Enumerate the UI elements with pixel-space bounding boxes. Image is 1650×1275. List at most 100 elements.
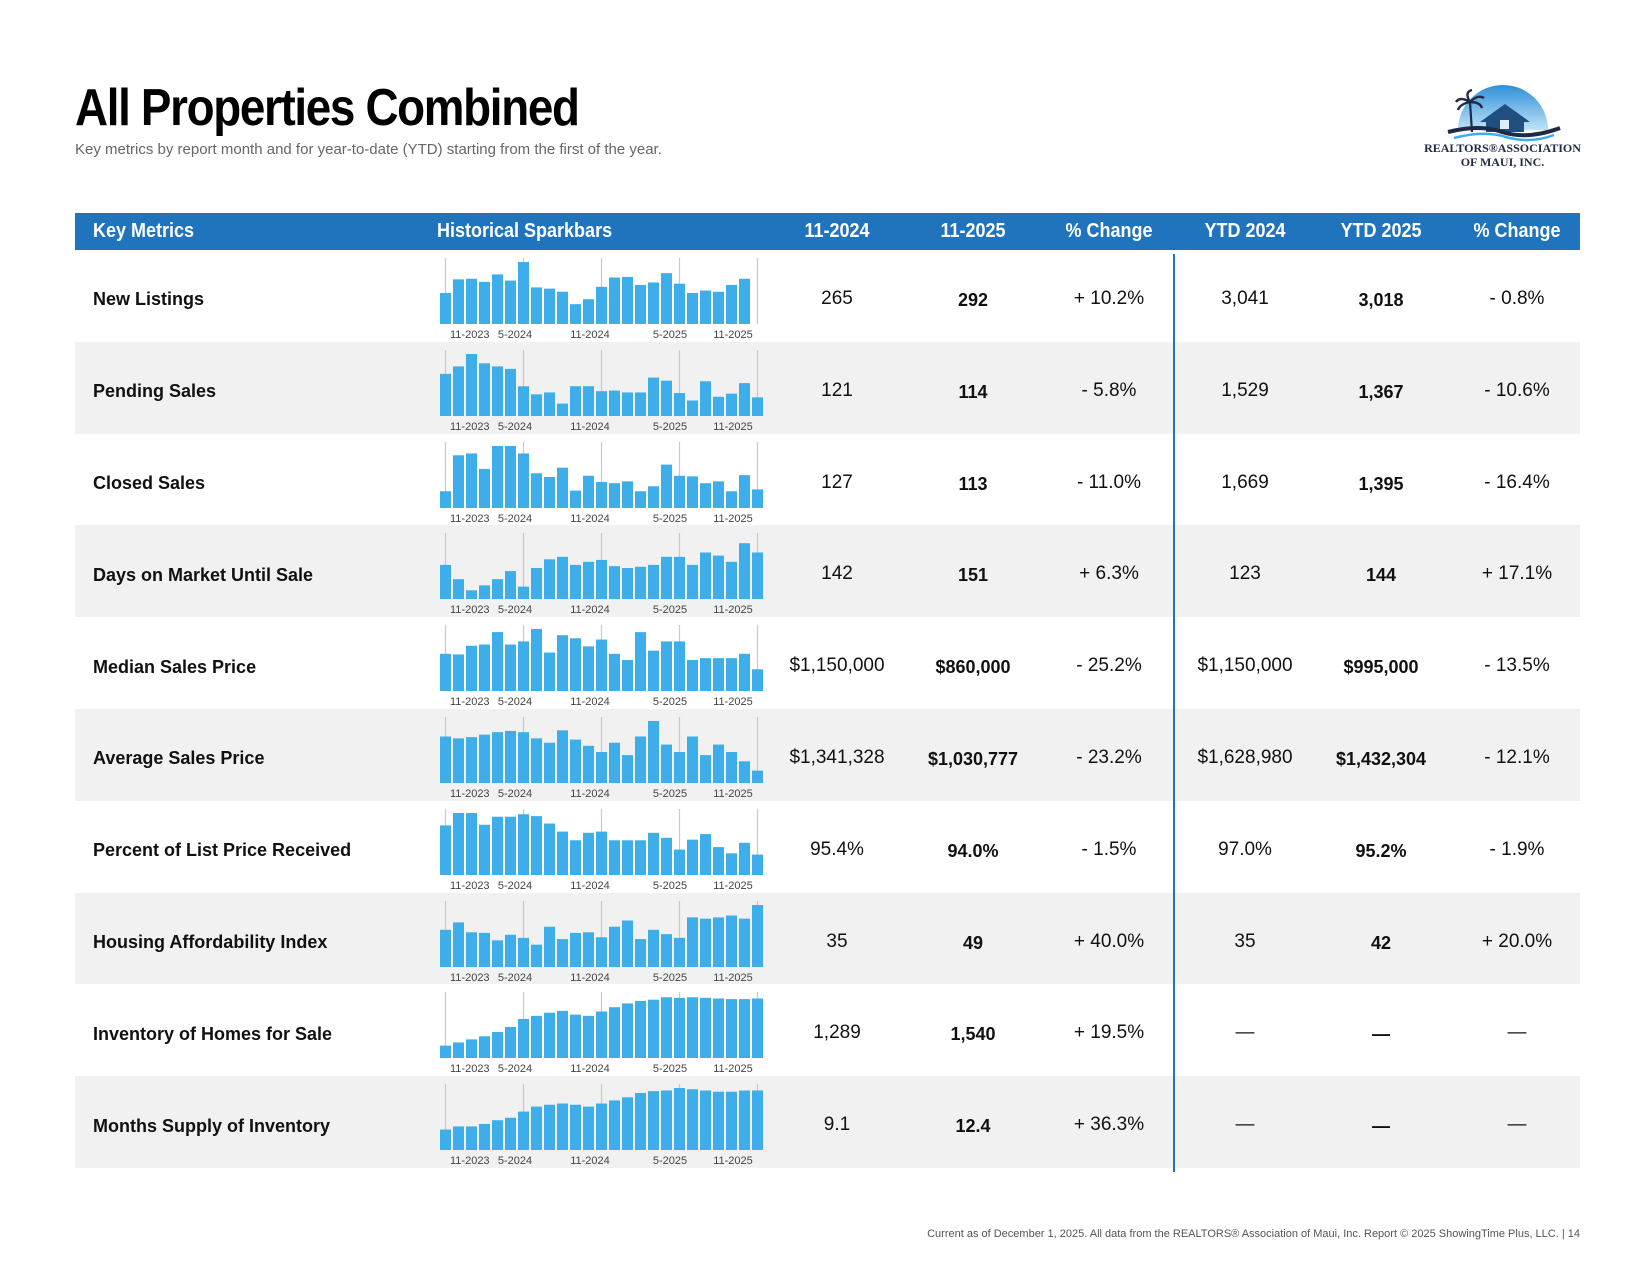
header-ytd-2025: YTD 2025: [1340, 220, 1422, 242]
sparkbar-bar: [713, 291, 724, 324]
sparkbar-bar: [752, 854, 763, 875]
sparkbar-bar: [505, 730, 516, 783]
sparkbar-axis-label: 11-2023: [450, 329, 490, 341]
sparkbar-axis-label: 11-2023: [450, 604, 490, 616]
sparkbar-bar: [674, 283, 685, 324]
sparkbar-bar: [713, 396, 724, 416]
sparkbar-bar: [726, 393, 737, 416]
sparkbar-bar: [609, 926, 620, 967]
sparkbar-bar: [635, 632, 646, 692]
sparkbar-bar: [661, 380, 672, 416]
cell-ytd-change: - 0.8%: [1489, 288, 1545, 309]
sparkbar-bar: [648, 832, 659, 875]
sparkbar-bar: [596, 936, 607, 967]
sparkbar-bar: [518, 1019, 529, 1059]
sparkbar-bar: [531, 629, 542, 692]
sparkbar-bar: [453, 366, 464, 416]
sparkbar-bar: [674, 392, 685, 416]
sparkbar-bar: [700, 658, 711, 692]
sparkbar-bar: [609, 566, 620, 600]
sparkbar-bar: [583, 1106, 594, 1151]
sparkbar-bar: [687, 565, 698, 600]
sparkbar-bar: [583, 832, 594, 875]
sparkbar-axis-label: 5-2025: [653, 696, 687, 708]
sparkbar-bar: [544, 559, 555, 600]
sparkbar-axis-label: 11-2025: [713, 421, 753, 433]
sparkbar-bar: [518, 262, 529, 324]
sparkbar-bar: [479, 468, 490, 508]
sparkbar-bar: [661, 837, 672, 875]
sparkbar-axis-label: 11-2023: [450, 421, 490, 433]
cell-month-2024: 1,289: [813, 1022, 861, 1044]
cell-month-change: + 6.3%: [1079, 563, 1139, 585]
cell-ytd-change: - 1.9%: [1489, 838, 1545, 860]
sparkbar-bar: [505, 934, 516, 967]
sparkbar-bar: [609, 653, 620, 692]
sparkbar-bar: [661, 933, 672, 967]
sparkbar-bar: [492, 274, 503, 324]
sparkbar-axis-label: 11-2024: [570, 604, 610, 616]
cell-ytd-2025: $1,432,304: [1335, 748, 1427, 769]
cell-ytd-2024: —: [1235, 1022, 1255, 1044]
cell-ytd-2024: 3,041: [1221, 288, 1269, 309]
key-metrics-table: Key Metrics Historical Sparkbars 11-2024…: [75, 213, 1580, 1168]
cell-month-change: - 5.8%: [1081, 379, 1137, 401]
sparkbar-bar: [622, 276, 633, 324]
sparkbar-axis-label: 5-2025: [653, 1063, 687, 1075]
sparkbar-bar: [726, 915, 737, 967]
sparkbar-bar: [518, 641, 529, 692]
sparkbar-bar: [661, 464, 672, 508]
sparkbar-bar: [492, 1120, 503, 1151]
sparkbar-bar: [674, 849, 685, 875]
sparkbar-bar: [544, 392, 555, 416]
cell-month-change: + 40.0%: [1073, 930, 1145, 952]
sparkbar-bar: [583, 475, 594, 508]
cell-month-2025: 113: [958, 473, 988, 494]
sparkbar-bar: [492, 939, 503, 967]
sparkbar-bar: [557, 1103, 568, 1151]
sparkbar-bar: [661, 1090, 672, 1151]
sparkbar-bar: [596, 751, 607, 783]
sparkbar-bar: [700, 381, 711, 416]
sparkbar-bar: [622, 568, 633, 600]
sparkbar-chart: 11-2023 5-2024 11-2024 5-2025 11-2025: [440, 625, 763, 708]
sparkbar-bar: [687, 400, 698, 416]
sparkbar-bar: [531, 394, 542, 416]
sparkbar-axis-label: 11-2025: [713, 604, 753, 616]
cell-ytd-change: - 13.5%: [1484, 655, 1550, 677]
sparkbar-bar: [726, 490, 737, 508]
table-row: Inventory of Homes for Sale 11-2023 5-2024…: [75, 984, 1580, 1076]
sparkbar-bar: [505, 280, 516, 324]
sparkbar-bar: [609, 742, 620, 783]
sparkbar-bar: [739, 761, 750, 783]
sparkbar-bar: [635, 567, 646, 600]
sparkbar-axis-label: 11-2024: [570, 788, 610, 800]
sparkbar-axis-label: 5-2024: [498, 696, 532, 708]
sparkbar-bar: [596, 286, 607, 324]
sparkbar-axis-label: 5-2024: [498, 972, 532, 984]
sparkbar-bar: [518, 814, 529, 875]
sparkbar-bar: [479, 824, 490, 875]
header-ytd-change: % Change: [1473, 220, 1561, 242]
sparkbar-axis-label: 11-2025: [713, 696, 753, 708]
sparkbar-bar: [648, 650, 659, 692]
cell-ytd-2025: 95.2%: [1355, 840, 1407, 861]
cell-month-change: - 1.5%: [1081, 838, 1137, 860]
sparkbar-bar: [531, 944, 542, 967]
sparkbar-bar: [453, 654, 464, 692]
sparkbar-axis-label: 11-2023: [450, 1063, 490, 1075]
sparkbar-bar: [557, 938, 568, 967]
sparkbar-bar: [466, 812, 477, 875]
sparkbar-chart: 11-2023 5-2024 11-2024 5-2025 11-2025: [440, 716, 763, 800]
sparkbar-bar: [479, 1124, 490, 1151]
sparkbar-bar: [505, 1027, 516, 1059]
cell-ytd-change: - 10.6%: [1484, 379, 1550, 401]
sparkbar-bar: [479, 932, 490, 967]
sparkbar-bar: [505, 445, 516, 508]
sparkbar-bar: [531, 815, 542, 875]
sparkbar-bar: [557, 403, 568, 416]
sparkbar-bar: [739, 474, 750, 508]
sparkbar-bar: [687, 916, 698, 967]
sparkbar-chart: 11-2023 5-2024 11-2024 5-2025 11-2025: [440, 533, 763, 616]
sparkbar-bar: [544, 1104, 555, 1151]
